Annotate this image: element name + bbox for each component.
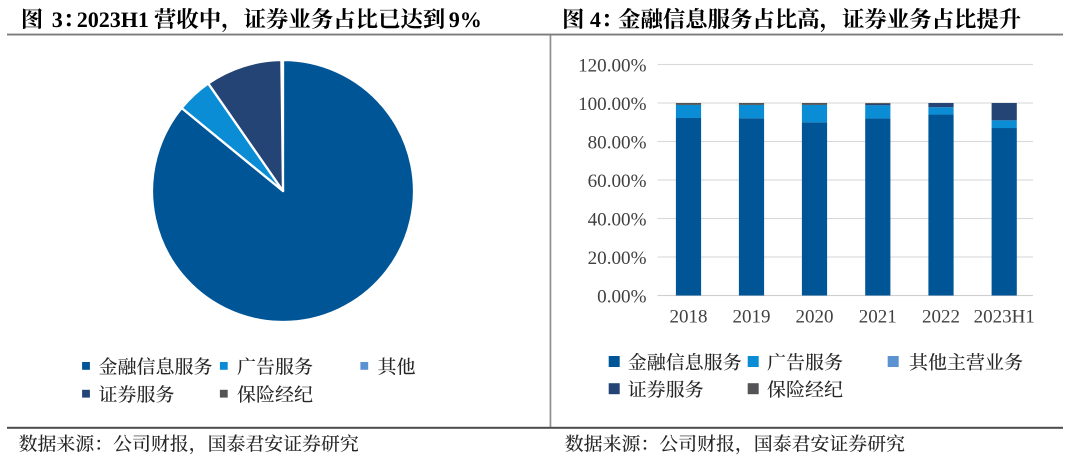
svg-text:2022: 2022 [922,307,960,328]
svg-text:120.00%: 120.00% [578,56,647,77]
svg-text:0.00%: 0.00% [597,287,646,308]
svg-text:2020: 2020 [796,307,834,328]
svg-text:80.00%: 80.00% [588,133,647,154]
svg-text:2023H1: 2023H1 [974,307,1035,328]
svg-text:100.00%: 100.00% [578,94,647,115]
svg-text:60.00%: 60.00% [588,171,647,192]
svg-text:2019: 2019 [733,307,771,328]
svg-text:20.00%: 20.00% [588,248,647,269]
svg-text:40.00%: 40.00% [588,210,647,231]
svg-text:2018: 2018 [670,307,708,328]
svg-text:2021: 2021 [859,307,897,328]
